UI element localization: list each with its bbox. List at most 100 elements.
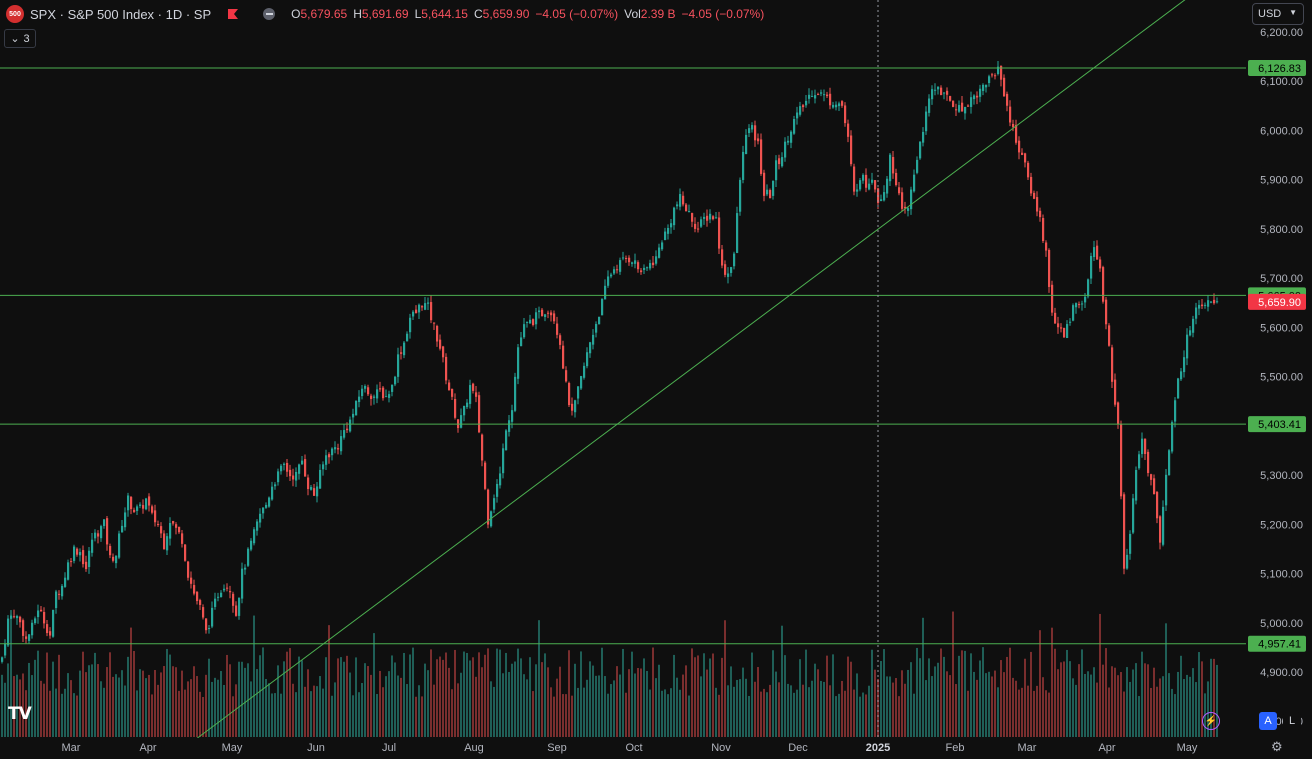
- volume-bar: [76, 695, 78, 737]
- volume-bar: [307, 669, 309, 737]
- volume-bar: [1021, 687, 1023, 737]
- candle-body: [526, 321, 529, 323]
- candle-body: [724, 264, 727, 275]
- candle-body: [550, 312, 553, 316]
- volume-bar: [487, 648, 489, 737]
- flag-icon[interactable]: [227, 8, 239, 20]
- candle-body: [967, 105, 970, 107]
- volume-bar: [619, 674, 621, 737]
- volume-bar: [1039, 630, 1041, 737]
- ohlc-item: −4.05 (−0.07%): [682, 7, 765, 21]
- candle-body: [340, 436, 343, 452]
- candle-body: [985, 84, 988, 88]
- volume-bar: [1141, 651, 1143, 737]
- currency-selector[interactable]: USD ▼: [1252, 3, 1304, 25]
- candle-body: [148, 496, 151, 506]
- volume-bar: [814, 663, 816, 737]
- volume-bar: [1066, 649, 1068, 737]
- volume-bar: [1078, 664, 1080, 737]
- candle-body: [1000, 65, 1003, 80]
- volume-bar: [481, 667, 483, 737]
- candle-body: [310, 486, 313, 490]
- time-tick-label: Apr: [139, 742, 156, 754]
- candle-body: [1156, 491, 1159, 519]
- ohlc-value: 5,644.15: [421, 7, 468, 21]
- volume-bar: [757, 667, 759, 737]
- candle-body: [511, 410, 514, 422]
- candle-body: [997, 66, 1000, 75]
- candle-body: [1087, 279, 1090, 297]
- volume-bar: [760, 691, 762, 737]
- candle-body: [745, 134, 748, 155]
- candle-body: [583, 365, 586, 378]
- candle-body: [1021, 152, 1024, 155]
- hide-indicator-icon[interactable]: [263, 8, 276, 20]
- candle-body: [331, 448, 334, 456]
- candle-body: [1078, 304, 1081, 306]
- volume-bar: [652, 647, 654, 737]
- candle-body: [655, 256, 658, 264]
- candle-body: [742, 151, 745, 180]
- volume-bar: [910, 662, 912, 737]
- volume-bar: [976, 679, 978, 737]
- volume-bar: [115, 674, 117, 737]
- candle-body: [832, 104, 835, 108]
- volume-bar: [1111, 666, 1113, 737]
- volume-bar: [142, 670, 144, 737]
- volume-bar: [1120, 672, 1122, 737]
- volume-bar: [574, 663, 576, 737]
- candle-body: [817, 94, 820, 96]
- volume-bar: [25, 690, 27, 737]
- volume-bar: [817, 669, 819, 737]
- candle-body: [853, 166, 856, 192]
- volume-bar: [535, 664, 537, 737]
- volume-bar: [97, 664, 99, 737]
- volume-bar: [772, 650, 774, 737]
- candle-body: [904, 206, 907, 209]
- volume-bar: [424, 663, 426, 737]
- candle-body: [544, 314, 547, 317]
- candle-body: [763, 172, 766, 196]
- volume-bar: [1165, 623, 1167, 737]
- candle-body: [1090, 255, 1093, 279]
- gear-icon[interactable]: ⚙: [1271, 739, 1283, 754]
- lightning-icon[interactable]: ⚡: [1202, 712, 1220, 730]
- indicators-collapse-button[interactable]: ⌄ 3: [4, 29, 36, 48]
- auto-scale-button[interactable]: A: [1259, 712, 1277, 730]
- volume-bar: [1069, 661, 1071, 737]
- candle-body: [448, 382, 451, 391]
- candle-body: [661, 242, 664, 250]
- candle-body: [607, 276, 610, 286]
- candle-body: [814, 95, 817, 99]
- volume-bar: [982, 647, 984, 737]
- candle-body: [97, 533, 100, 537]
- volume-bar: [1198, 652, 1200, 737]
- volume-bar: [697, 655, 699, 737]
- volume-bar: [964, 650, 966, 737]
- candle-body: [1159, 516, 1162, 543]
- volume-bar: [895, 678, 897, 737]
- candle-body: [643, 267, 646, 270]
- symbol-title[interactable]: SPX · S&P 500 Index · 1D · SP: [30, 6, 212, 22]
- candle-body: [226, 587, 229, 589]
- candle-body: [625, 258, 628, 260]
- candle-body: [955, 109, 958, 111]
- volume-bar: [862, 692, 864, 737]
- volume-bar: [727, 685, 729, 737]
- candle-body: [7, 618, 10, 646]
- volume-bar: [754, 681, 756, 737]
- volume-bar: [313, 685, 315, 737]
- volume-bar: [853, 689, 855, 737]
- candle-body: [1114, 379, 1117, 405]
- volume-bar: [343, 661, 345, 737]
- volume-bar: [1126, 667, 1128, 737]
- log-scale-button[interactable]: L: [1283, 712, 1301, 730]
- volume-bar: [301, 660, 303, 737]
- candle-body: [802, 105, 805, 108]
- tradingview-logo-icon: TV: [8, 704, 32, 724]
- volume-bar: [241, 661, 243, 737]
- candle-body: [586, 352, 589, 367]
- candle-body: [85, 561, 88, 570]
- candle-body: [352, 413, 355, 418]
